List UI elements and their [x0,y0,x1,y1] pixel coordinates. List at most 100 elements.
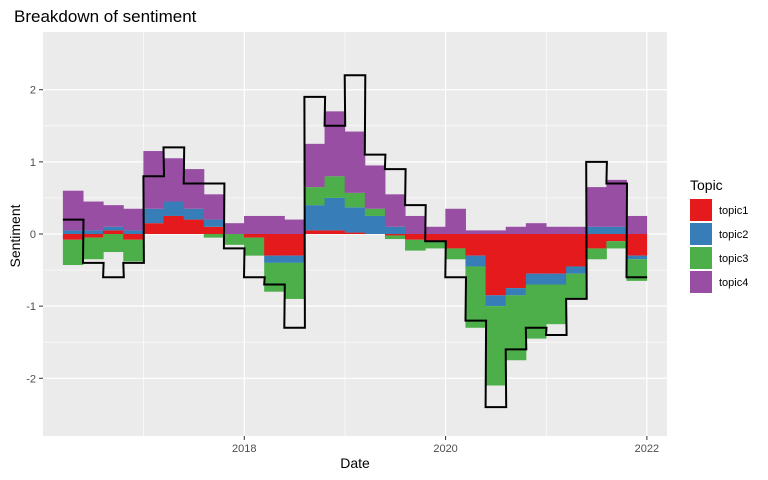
topic4-bar [324,111,346,177]
sentiment-areas [62,111,648,386]
topic1-bar [304,230,326,234]
topic4-bar [405,215,426,234]
topic2-bar [264,255,285,263]
topic4-bar [163,158,185,202]
x-axis-title: Date [340,455,370,471]
topic2-bar [364,215,386,234]
topic1-bar [586,234,607,249]
topic3-bar [223,234,245,245]
topic4-bar [606,179,627,227]
topic1-bar [505,234,527,289]
total-sentiment-line [62,74,648,409]
topic1-bar [606,234,627,242]
topic4-bar [364,165,386,209]
topic2-bar [324,197,346,231]
topic3-bar [264,262,285,292]
topic3-bar [626,259,648,281]
x-tick-label: 2020 [433,443,457,455]
topic3-bar [123,239,144,262]
topic2-bar [606,226,627,234]
legend-label-topic3: topic3 [719,253,748,265]
topic4-bar [223,223,245,234]
topic2-bar [344,207,366,233]
y-axis-ticks: -2 -1 0 1 2 [26,85,43,385]
topic1-bar [405,234,426,240]
x-tick-label: 2022 [635,443,659,455]
topic4-bar [264,215,285,234]
topic1-bar [425,234,446,242]
topic4-bar [183,169,205,209]
topic3-bar [304,187,326,206]
topic2-bar [83,230,104,234]
topic2-bar [566,266,587,274]
topic3-bar [284,262,305,299]
topic2-bar [103,226,124,231]
legend-label-topic4: topic4 [719,277,748,289]
x-tick-label: 2018 [232,443,256,455]
topic4-bar [445,208,466,234]
topic3-bar [324,176,346,198]
topic4-bar [545,226,567,234]
topic1-bar [465,234,487,256]
chart-title: Breakdown of sentiment [14,7,197,26]
topic3-bar [103,234,124,253]
topic4-bar [62,190,84,231]
topic2-bar [465,255,487,267]
topic3-bar [364,208,386,216]
topic2-bar [163,201,185,216]
topic4-bar [344,131,366,193]
topic3-bar [244,237,265,256]
topic3-bar [445,248,466,260]
topic1-bar [143,223,165,234]
topic3-bar [525,284,547,339]
topic4-bar [465,230,487,234]
legend-label-topic2: topic2 [719,229,748,241]
topic3-bar [384,235,406,240]
topic1-bar [626,234,648,256]
topic3-bar [505,295,527,361]
topic2-bar [62,230,84,234]
topic2-bar [183,208,205,220]
topic1-bar [83,234,104,238]
topic4-bar [626,215,648,234]
topic4-bar [485,230,507,234]
topic1-bar [525,234,547,274]
topic2-bar [284,255,305,263]
topic3-bar [485,306,507,386]
legend-key-topic4 [690,271,712,293]
y-tick-label: -2 [26,373,36,385]
topic2-bar [586,226,607,234]
topic2-bar [123,230,144,234]
y-tick-label: 2 [30,85,36,97]
legend-title: Topic [690,177,723,193]
topic3-bar [425,241,446,249]
topic2-bar [525,273,547,285]
topic1-bar [62,234,84,240]
topic2-bar [626,255,648,260]
topic1-bar [163,215,185,234]
y-axis-title: Sentiment [7,204,23,267]
topic4-bar [525,223,547,234]
legend-label-topic1: topic1 [719,205,748,217]
topic3-bar [606,241,627,249]
topic4-bar [505,226,527,234]
topic2-bar [304,205,326,231]
topic1-bar [384,234,406,236]
topic2-bar [203,219,225,227]
legend: Topic topic1 topic2 topic3 topic4 [690,177,748,293]
topic1-bar [123,234,144,240]
topic1-bar [566,234,587,267]
legend-key-topic2 [690,223,712,245]
topic1-bar [183,219,205,234]
topic4-bar [425,226,446,234]
topic1-bar [324,230,346,234]
topic2-bar [545,273,567,285]
topic4-bar [566,226,587,234]
topic3-bar [344,192,366,208]
topic1-bar [244,234,265,238]
y-tick-label: 1 [30,157,36,169]
topic3-bar [586,248,607,260]
topic4-bar [143,151,165,209]
topic4-bar [284,219,305,234]
